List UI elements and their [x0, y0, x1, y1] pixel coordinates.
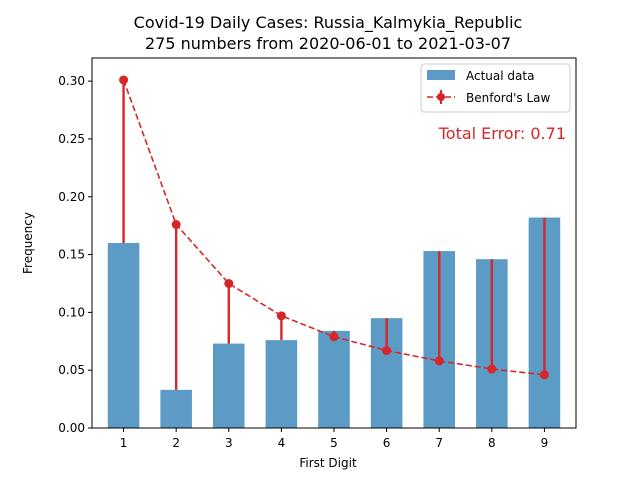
- y-tick-label: 0.00: [58, 421, 85, 435]
- benford-point-digit-3: [224, 278, 234, 288]
- bar-digit-2: [160, 389, 192, 428]
- benford-point-digit-7: [434, 356, 444, 366]
- benford-point-digit-9: [539, 370, 549, 380]
- benford-point-digit-4: [276, 311, 286, 321]
- actual-data-bars: [107, 217, 561, 428]
- y-tick-label: 0.30: [58, 74, 85, 88]
- legend: Actual data Benford's Law: [420, 63, 571, 113]
- x-tick-label: 3: [225, 436, 233, 450]
- y-tick-label: 0.05: [58, 363, 85, 377]
- x-axis-label: First Digit: [299, 456, 357, 470]
- x-axis-ticks: 1 2 3 4 5 6 7 8 9: [120, 428, 549, 450]
- x-tick-label: 4: [278, 436, 286, 450]
- bar-digit-1: [107, 243, 140, 428]
- y-axis-ticks: 0.00 0.05 0.10 0.15 0.20 0.25 0.30: [58, 74, 92, 435]
- total-error-annotation: Total Error: 0.71: [438, 124, 566, 143]
- benford-point-digit-6: [382, 346, 392, 356]
- legend-box: [420, 63, 571, 113]
- x-tick-label: 9: [541, 436, 549, 450]
- benford-point-digit-2: [171, 220, 181, 229]
- x-tick-label: 8: [488, 436, 496, 450]
- bar-digit-3: [213, 343, 245, 428]
- legend-benford-marker: [437, 93, 445, 101]
- x-tick-label: 2: [172, 436, 180, 450]
- benford-point-digit-8: [487, 364, 497, 374]
- legend-actual-label: Actual data: [466, 69, 534, 83]
- bar-digit-5: [318, 330, 350, 428]
- x-tick-label: 5: [330, 436, 338, 450]
- x-tick-label: 6: [383, 436, 391, 450]
- benford-markers: [119, 75, 549, 380]
- benford-point-digit-1: [119, 75, 129, 85]
- bar-digit-4: [265, 340, 298, 428]
- y-tick-label: 0.25: [58, 132, 85, 146]
- chart-title-line-2: 275 numbers from 2020-06-01 to 2021-03-0…: [145, 34, 511, 53]
- x-tick-label: 7: [435, 436, 443, 450]
- x-tick-label: 1: [120, 436, 128, 450]
- legend-bar-swatch: [427, 70, 455, 80]
- y-axis-label: Frequency: [21, 212, 35, 274]
- benford-point-digit-5: [329, 332, 339, 342]
- chart-title-line-1: Covid-19 Daily Cases: Russia_Kalmykia_Re…: [134, 13, 523, 33]
- y-tick-label: 0.10: [58, 305, 85, 319]
- y-tick-label: 0.15: [58, 248, 85, 262]
- legend-benford-label: Benford's Law: [466, 91, 551, 105]
- y-tick-label: 0.20: [58, 190, 85, 204]
